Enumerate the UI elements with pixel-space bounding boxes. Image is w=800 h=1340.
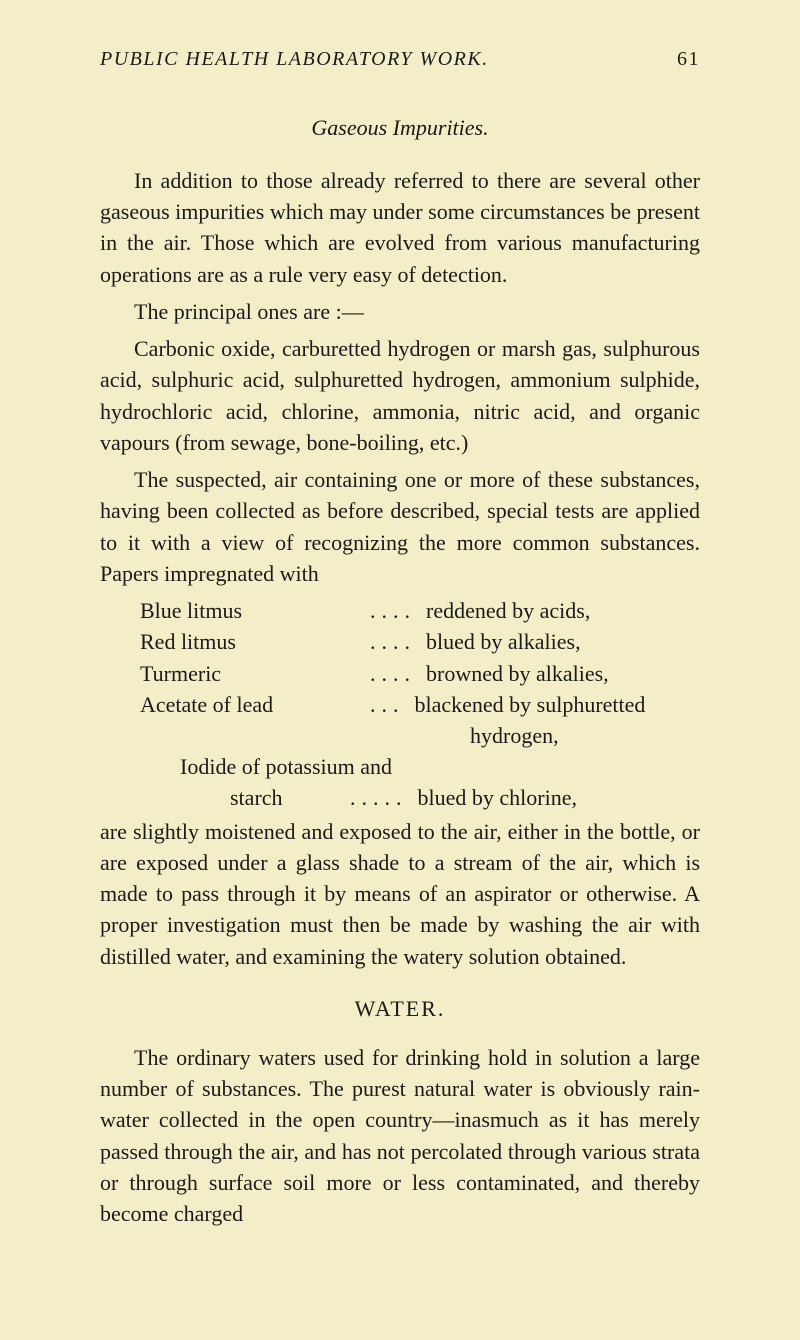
page-container: PUBLIC HEALTH LABORATORY WORK. 61 Gaseou…: [0, 0, 800, 1340]
list-item: Acetate of lead ... blackened by sulphur…: [140, 689, 700, 720]
list-item: Blue litmus .... reddened by acids,: [140, 595, 700, 626]
list-label: starch: [230, 782, 350, 813]
list-value: browned by alkalies,: [426, 658, 700, 689]
list-dots: ....: [370, 658, 426, 689]
list-item: Iodide of potassium and: [140, 751, 700, 782]
list-value: blued by chlorine,: [418, 782, 701, 813]
list-label: Acetate of lead: [140, 689, 370, 720]
section-heading-gaseous: Gaseous Impurities.: [100, 115, 700, 141]
list-dots: .....: [350, 782, 418, 813]
section-heading-water: WATER.: [100, 996, 700, 1022]
running-title: PUBLIC HEALTH LABORATORY WORK.: [100, 48, 489, 71]
body-paragraph: In addition to those already referred to…: [100, 165, 700, 290]
list-label: Turmeric: [140, 658, 370, 689]
body-paragraph: Carbonic oxide, carburetted hydrogen or …: [100, 333, 700, 458]
page-number: 61: [677, 48, 700, 71]
running-head: PUBLIC HEALTH LABORATORY WORK. 61: [100, 48, 700, 71]
list-dots: ....: [370, 626, 426, 657]
list-label: Blue litmus: [140, 595, 370, 626]
body-paragraph: The ordinary waters used for drinking ho…: [100, 1042, 700, 1229]
list-item: Red litmus .... blued by alkalies,: [140, 626, 700, 657]
list-continuation: hydrogen,: [140, 720, 700, 751]
list-label: Red litmus: [140, 626, 370, 657]
body-paragraph: The principal ones are :—: [100, 296, 700, 327]
list-dots: ...: [370, 689, 415, 720]
body-paragraph: are slightly moistened and exposed to th…: [100, 816, 700, 972]
list-dots: ....: [370, 595, 426, 626]
list-value: blued by alkalies,: [426, 626, 700, 657]
impregnated-papers-list: Blue litmus .... reddened by acids, Red …: [140, 595, 700, 814]
list-value: blackened by sulphuretted: [415, 689, 701, 720]
list-item: starch ..... blued by chlorine,: [140, 782, 700, 813]
list-item: Turmeric .... browned by alkalies,: [140, 658, 700, 689]
list-value: reddened by acids,: [426, 595, 700, 626]
body-paragraph: The suspected, air containing one or mor…: [100, 464, 700, 589]
